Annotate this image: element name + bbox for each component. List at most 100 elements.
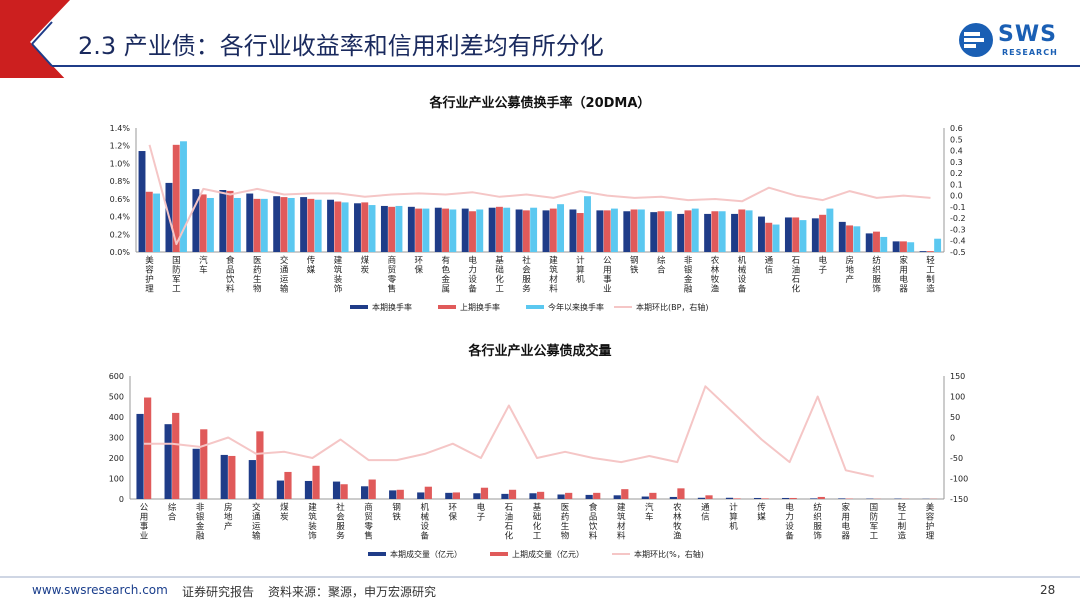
- category-label: 器: [842, 532, 851, 542]
- bar-本期换手率-社会服务: [515, 209, 523, 252]
- bar-今年以来换手率-食品饮料: [233, 197, 241, 252]
- bar-上期成交量（亿元）-电子: [480, 487, 489, 499]
- category-label: 传: [307, 255, 316, 266]
- category-label: 工: [926, 266, 935, 276]
- bar-上期成交量（亿元）-通信: [705, 495, 713, 499]
- right-tick-label: 0.0: [950, 192, 963, 201]
- category-label: 贸: [388, 265, 397, 276]
- bar-今年以来换手率-电力设备: [476, 209, 484, 252]
- category-label: 材: [617, 521, 626, 532]
- category-label: 林: [711, 265, 720, 276]
- page-title: 2.3 产业债：各行业收益率和信用利差均有所分化: [78, 32, 604, 60]
- bar-本期成交量（亿元）-基础化工: [529, 493, 537, 499]
- logo-sub: RESEARCH: [1002, 48, 1058, 57]
- category-label: 车: [645, 512, 654, 523]
- bar-本期换手率-有色金属: [434, 207, 442, 252]
- category-label: 色: [441, 265, 450, 276]
- category-label: 轻: [926, 255, 935, 266]
- bar-本期换手率-石油石化: [784, 217, 792, 252]
- bar-今年以来换手率-有色金属: [449, 209, 457, 252]
- category-label: 房: [845, 255, 854, 266]
- bar-今年以来换手率-石油石化: [799, 220, 807, 252]
- left-tick-label: 300: [109, 434, 124, 443]
- bar-本期换手率-综合: [650, 212, 658, 252]
- category-label: 农: [711, 255, 720, 266]
- legend-swatch: [368, 552, 386, 556]
- bar-本期成交量（亿元）-家用电器: [838, 498, 846, 499]
- category-label: 电: [468, 255, 477, 266]
- category-label: 容: [145, 265, 154, 276]
- bar-本期成交量（亿元）-商贸零售: [361, 486, 369, 499]
- bar-上期换手率-轻工制造: [926, 251, 934, 252]
- left-tick-label: 0.8%: [110, 177, 131, 186]
- bar-上期换手率-美容护理: [145, 191, 153, 252]
- category-label: 牧: [711, 274, 720, 285]
- category-label: 饮: [226, 274, 235, 285]
- bar-本期成交量（亿元）-计算机: [725, 497, 734, 499]
- right-tick-label: -50: [950, 454, 963, 463]
- category-label: 交: [280, 255, 289, 266]
- category-label: 国: [870, 503, 879, 513]
- category-label: 用: [899, 266, 908, 276]
- category-label: 金: [684, 274, 693, 285]
- category-label: 筑: [334, 265, 343, 276]
- category-label: 有: [441, 255, 450, 266]
- bar-本期换手率-通信: [758, 216, 765, 252]
- bar-上期成交量（亿元）-商贸零售: [368, 479, 376, 499]
- category-label: 子: [819, 266, 828, 276]
- category-label: 备: [420, 531, 429, 542]
- left-tick-label: 1.4%: [110, 124, 131, 133]
- bar-本期换手率-农林牧渔: [704, 213, 712, 252]
- category-label: 服: [522, 275, 531, 285]
- bar-本期成交量（亿元）-建筑材料: [613, 495, 621, 499]
- right-tick-label: -150: [950, 495, 968, 504]
- category-label: 饮: [589, 521, 598, 532]
- category-label: 汽: [199, 255, 208, 266]
- bar-上期换手率-农林牧渔: [711, 211, 719, 252]
- right-tick-label: -0.1: [950, 203, 966, 212]
- category-label: 防: [870, 512, 879, 523]
- category-label: 服: [336, 522, 345, 532]
- category-label: 铁: [630, 265, 639, 276]
- category-label: 综: [168, 502, 177, 513]
- category-label: 器: [899, 285, 908, 295]
- bar-本期换手率-医药生物: [246, 193, 254, 252]
- bar-本期换手率-电子: [811, 218, 819, 252]
- category-label: 筑: [617, 512, 626, 523]
- logo-name: SWS: [998, 22, 1057, 47]
- bar-今年以来换手率-国防军工: [180, 141, 187, 252]
- bar-本期成交量（亿元）-传媒: [753, 497, 762, 499]
- bar-本期成交量（亿元）-综合: [164, 424, 172, 499]
- category-label: 机: [420, 502, 429, 513]
- category-label: 品: [589, 513, 598, 523]
- volume-chart: 0 100 200 300 400 500 600 -150 -100 -50 0 50 100 150 公…: [109, 372, 968, 559]
- category-label: 基: [533, 502, 542, 513]
- category-label: 建: [549, 255, 558, 266]
- category-label: 通: [252, 512, 261, 523]
- bar-本期换手率-煤炭: [354, 203, 361, 252]
- bar-本期成交量（亿元）-电子: [473, 493, 481, 499]
- bar-上期成交量（亿元）-环保: [452, 492, 460, 499]
- category-label: 务: [336, 531, 345, 542]
- category-label: 物: [561, 531, 570, 542]
- left-tick-label: 0.4%: [110, 213, 131, 222]
- category-label: 地: [224, 512, 233, 523]
- category-label: 地: [845, 265, 854, 276]
- bar-上期换手率-汽车: [199, 194, 207, 252]
- bar-上期成交量（亿元）-钢铁: [396, 489, 404, 499]
- bar-上期换手率-电力设备: [469, 211, 476, 252]
- category-label: 备: [785, 531, 794, 542]
- bar-今年以来换手率-计算机: [584, 196, 591, 252]
- bar-上期换手率-石油石化: [792, 217, 800, 252]
- bar-本期成交量（亿元）-汽车: [641, 496, 649, 499]
- bar-上期成交量（亿元）-社会服务: [340, 484, 348, 499]
- category-label: 石: [505, 522, 514, 532]
- category-label: 石: [505, 503, 514, 513]
- bar-今年以来换手率-房地产: [853, 226, 861, 252]
- bar-上期成交量（亿元）-建筑材料: [621, 489, 629, 499]
- bar-今年以来换手率-轻工制造: [934, 238, 942, 252]
- category-label: 品: [226, 266, 235, 276]
- bar-上期换手率-建筑装饰: [334, 201, 342, 252]
- bar-本期成交量（亿元）-石油石化: [501, 493, 509, 499]
- category-label: 非: [684, 255, 693, 266]
